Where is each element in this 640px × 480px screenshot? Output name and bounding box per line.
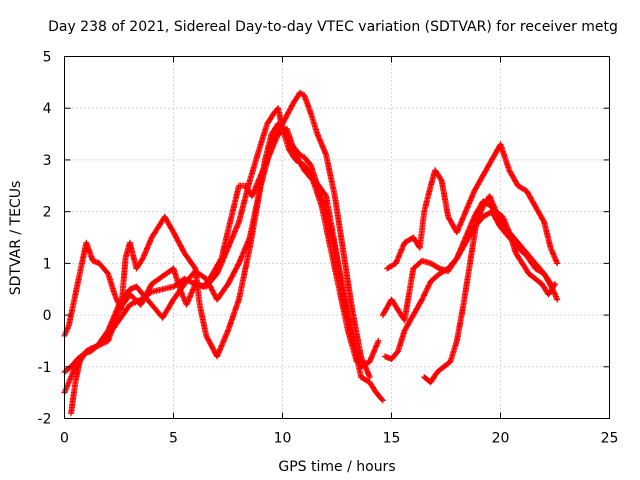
grid-lines	[64, 56, 610, 419]
x-tick-labels: 0 5 10 15 20 25	[60, 431, 618, 447]
series-track-h	[379, 208, 556, 324]
y-tick-label: 3	[43, 153, 52, 169]
x-axis-label: GPS time / hours	[278, 459, 395, 475]
series-markers	[379, 208, 556, 324]
y-tick-label: 4	[43, 101, 52, 117]
y-tick-label: 2	[43, 205, 52, 221]
y-tick-labels: -2 -1 0 1 2 3 4 5	[38, 50, 52, 428]
x-tick-label: 20	[492, 431, 510, 447]
y-tick-label: 1	[43, 256, 52, 272]
y-tick-label: -2	[38, 412, 52, 428]
plot-frame	[64, 56, 610, 419]
x-tick-label: 10	[274, 431, 292, 447]
data-markers	[61, 89, 561, 417]
series-markers	[421, 193, 558, 386]
axis-ticks	[64, 56, 610, 419]
series-track-f	[421, 193, 558, 386]
x-tick-label: 15	[383, 431, 401, 447]
series-track-d	[68, 125, 360, 417]
series-track-e	[384, 141, 561, 272]
x-tick-label: 5	[169, 431, 178, 447]
y-tick-label: -1	[38, 360, 52, 376]
y-tick-label: 5	[43, 50, 52, 66]
series-markers	[384, 141, 561, 272]
x-tick-label: 0	[60, 431, 69, 447]
y-tick-label: 0	[43, 308, 52, 324]
y-axis-label: SDTVAR / TECUs	[8, 181, 24, 296]
series-markers	[68, 125, 360, 417]
chart-title: Day 238 of 2021, Sidereal Day-to-day VTE…	[48, 19, 618, 35]
x-tick-label: 25	[601, 431, 619, 447]
